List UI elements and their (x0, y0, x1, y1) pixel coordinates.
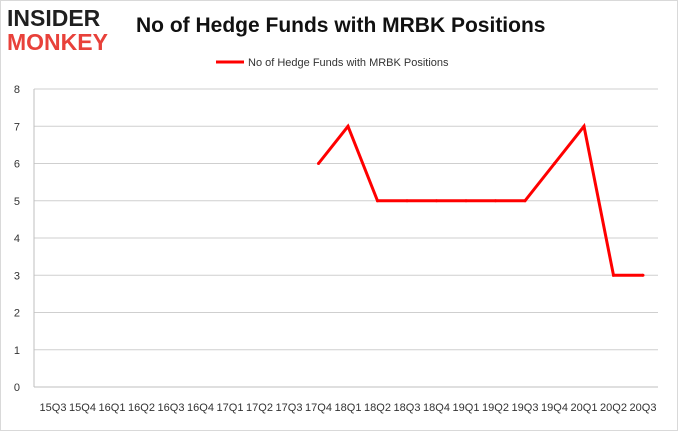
series-line-0 (317, 122, 643, 277)
chart-title: No of Hedge Funds with MRBK Positions (136, 14, 546, 37)
y-tick-label-8: 8 (14, 84, 20, 96)
y-tick-label-2: 2 (14, 308, 20, 320)
x-tick-label-17Q3: 17Q3 (276, 402, 303, 414)
data-point-18Q4 (435, 199, 438, 203)
x-tick-label-19Q1: 19Q1 (453, 402, 480, 414)
data-point-20Q3 (641, 273, 645, 277)
data-point-20Q2 (612, 273, 615, 277)
x-tick-label-20Q3: 20Q3 (630, 402, 657, 414)
x-tick-label-17Q1: 17Q1 (217, 402, 244, 414)
insider-monkey-logo: INSIDER MONKEY (7, 7, 129, 57)
y-tick-label-6: 6 (14, 159, 20, 171)
x-tick-label-19Q3: 19Q3 (512, 402, 539, 414)
x-tick-label-19Q2: 19Q2 (482, 402, 509, 414)
y-tick-label-4: 4 (14, 233, 20, 245)
logo-text-bottom: MONKEY (7, 29, 108, 55)
data-point-19Q2 (494, 199, 497, 203)
data-point-18Q3 (405, 199, 409, 203)
x-tick-label-18Q2: 18Q2 (364, 402, 391, 414)
chart-series (317, 122, 645, 277)
data-point-19Q4 (553, 162, 556, 165)
legend-label: No of Hedge Funds with MRBK Positions (248, 57, 449, 69)
chart-legend: No of Hedge Funds with MRBK Positions (216, 57, 449, 69)
x-tick-label-18Q4: 18Q4 (423, 402, 450, 414)
y-tick-label-5: 5 (14, 196, 20, 208)
x-tick-label-16Q3: 16Q3 (158, 402, 185, 414)
data-point-17Q4 (317, 162, 320, 165)
x-tick-label-18Q3: 18Q3 (394, 402, 421, 414)
y-tick-label-0: 0 (14, 382, 20, 394)
x-tick-label-20Q1: 20Q1 (571, 402, 598, 414)
chart-grid (34, 88, 658, 351)
x-tick-label-16Q2: 16Q2 (128, 402, 155, 414)
x-tick-label-17Q4: 17Q4 (305, 402, 332, 414)
x-tick-label-20Q2: 20Q2 (600, 402, 627, 414)
x-tick-label-15Q4: 15Q4 (69, 402, 96, 414)
x-tick-label-16Q1: 16Q1 (99, 402, 126, 414)
y-tick-label-1: 1 (14, 345, 20, 357)
x-tick-label-18Q1: 18Q1 (335, 402, 362, 414)
data-point-20Q1 (582, 124, 586, 128)
y-tick-label-3: 3 (14, 270, 20, 282)
x-tick-label-15Q3: 15Q3 (40, 402, 67, 414)
x-tick-label-19Q4: 19Q4 (541, 402, 568, 414)
x-tick-label-16Q4: 16Q4 (187, 402, 214, 414)
chart-axes (33, 89, 658, 388)
data-point-19Q3 (523, 199, 527, 203)
x-tick-label-17Q2: 17Q2 (246, 402, 273, 414)
y-tick-label-7: 7 (14, 121, 20, 133)
x-axis-ticks: 15Q3 15Q4 16Q1 16Q2 16Q3 16Q4 17Q1 17Q2 17Q3 17Q4… (40, 402, 657, 414)
data-point-18Q1 (346, 124, 350, 128)
data-point-18Q2 (376, 199, 379, 203)
y-axis-ticks: 0 1 2 3 4 5 6 7 8 (14, 84, 20, 394)
data-point-19Q1 (464, 199, 468, 203)
logo-text-top: INSIDER (7, 5, 101, 31)
